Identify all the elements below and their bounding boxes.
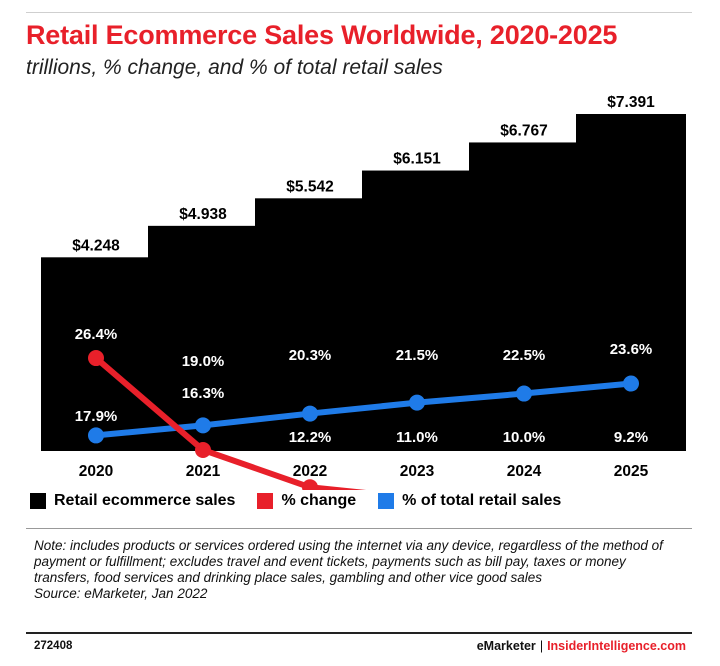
chart-legend: Retail ecommerce sales % change % of tot… [30, 492, 583, 510]
chart-note: Note: includes products or services orde… [34, 538, 684, 602]
note-divider [26, 528, 692, 529]
change-label-2020: 26.4% [75, 326, 118, 343]
x-tick-label-2020: 2020 [79, 463, 113, 480]
share-line-point-2020 [88, 427, 104, 444]
bar-value-label-2020: $4.248 [72, 237, 120, 254]
source-text: Source: eMarketer, Jan 2022 [34, 586, 208, 601]
legend-item-change: % change [257, 492, 356, 510]
share-label-2024: 22.5% [503, 347, 546, 364]
share-label-2021: 19.0% [182, 353, 225, 370]
chart-id: 272408 [34, 640, 73, 652]
legend-swatch-sales [30, 493, 46, 509]
brand-separator: | [539, 639, 544, 653]
legend-item-share: % of total retail sales [378, 492, 561, 510]
legend-swatch-change [257, 493, 274, 509]
x-tick-label-2025: 2025 [614, 463, 649, 480]
change-label-2024: 10.0% [503, 429, 546, 446]
share-label-2023: 21.5% [396, 347, 439, 364]
x-tick-label-2022: 2022 [293, 463, 327, 480]
footer-brand: eMarketer | InsiderIntelligence.com [477, 639, 686, 653]
share-line-point-2022 [302, 405, 318, 422]
bar-2024 [469, 142, 579, 451]
change-label-2022: 12.2% [289, 429, 332, 446]
share-label-2025: 23.6% [610, 341, 653, 358]
footer-rule [26, 632, 692, 634]
note-text: Note: includes products or services orde… [34, 538, 663, 585]
legend-label-change: % change [281, 492, 357, 509]
share-line-point-2025 [623, 375, 639, 392]
bar-value-label-2022: $5.542 [286, 178, 333, 195]
change-label-2023: 11.0% [396, 429, 438, 446]
bar-2021 [148, 225, 258, 451]
legend-swatch-share [378, 493, 395, 509]
bar-value-label-2021: $4.938 [179, 206, 227, 223]
share-label-2022: 20.3% [289, 347, 332, 364]
change-line [93, 355, 367, 490]
bar-2025 [576, 114, 686, 451]
brand-insider: InsiderIntelligence.com [547, 639, 686, 653]
bar-value-label-2024: $6.767 [500, 122, 547, 139]
bar-value-label-2023: $6.151 [393, 151, 441, 168]
bar-value-label-2025: $7.391 [607, 94, 655, 111]
share-line-point-2023 [409, 394, 425, 411]
legend-label-sales: Retail ecommerce sales [54, 492, 236, 509]
legend-item-sales: Retail ecommerce sales [30, 492, 235, 510]
change-line-point-2022 [302, 479, 318, 490]
change-label-2025: 9.2% [614, 429, 648, 446]
legend-label-share: % of total retail sales [402, 492, 562, 509]
change-line-point-2021 [195, 441, 211, 458]
share-line-point-2021 [195, 417, 211, 434]
chart-plot: $4.248 $4.938 $5.542 $6.151 $6.767 $7.391 2020… [41, 94, 686, 490]
change-line-point-2020 [88, 350, 104, 367]
change-label-2021: 16.3% [182, 385, 225, 402]
brand-emarketer: eMarketer [476, 639, 536, 653]
top-rule [26, 12, 692, 13]
chart-title: Retail Ecommerce Sales Worldwide, 2020-2… [26, 20, 618, 50]
x-tick-label-2023: 2023 [400, 463, 435, 480]
share-line [93, 380, 634, 439]
x-tick-label-2021: 2021 [186, 463, 221, 480]
chart-subtitle: trillions, % change, and % of total reta… [26, 56, 443, 79]
share-label-2020: 17.9% [75, 408, 118, 425]
share-line-point-2024 [516, 385, 532, 402]
x-tick-label-2024: 2024 [507, 463, 542, 480]
